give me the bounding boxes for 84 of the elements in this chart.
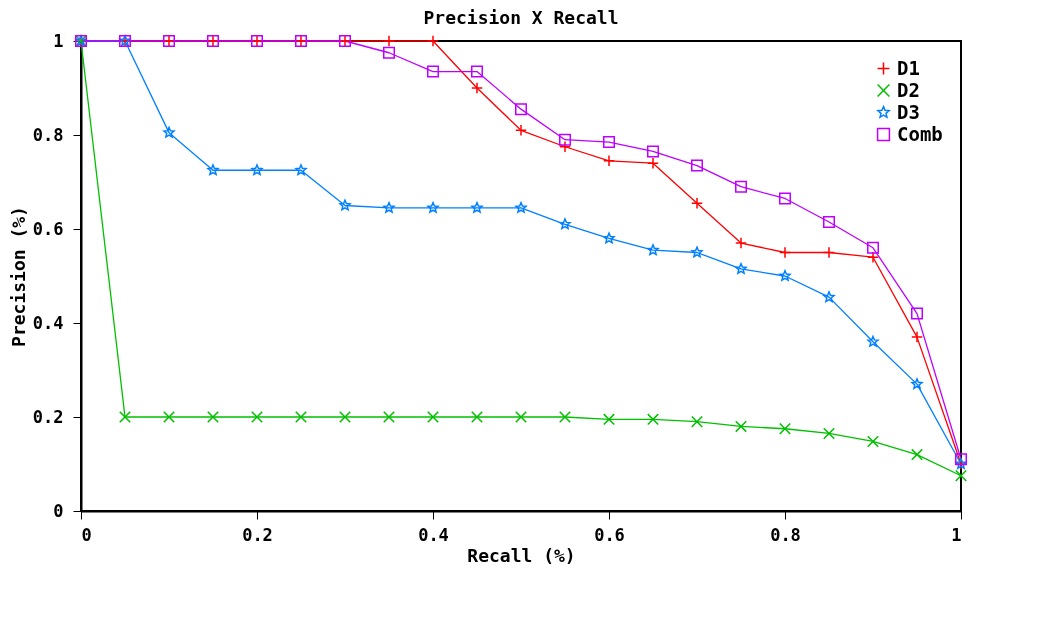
point	[647, 145, 659, 158]
point	[251, 411, 263, 423]
point	[559, 140, 571, 153]
point	[603, 154, 615, 167]
legend-label: D3	[897, 100, 920, 123]
y-tick-label: 0.2	[32, 406, 64, 427]
legend-label: Comb	[897, 122, 943, 145]
point	[383, 411, 395, 423]
point	[383, 35, 395, 47]
point	[603, 232, 615, 244]
point	[207, 411, 219, 423]
x-tick-label: 0.2	[242, 524, 273, 545]
point	[647, 157, 659, 170]
point	[867, 335, 879, 347]
point	[735, 237, 747, 250]
point	[383, 46, 395, 59]
x-tick-label: 0	[81, 524, 92, 545]
point	[427, 201, 439, 213]
point	[955, 469, 967, 482]
point	[779, 246, 791, 259]
chart-title: Precision X Recall	[423, 7, 619, 28]
legend-label: D2	[897, 78, 920, 101]
point	[515, 201, 527, 213]
point	[119, 411, 131, 423]
point	[163, 411, 175, 423]
point	[647, 413, 659, 426]
y-tick-label: 0.8	[32, 124, 64, 145]
x-tick-label: 0.4	[418, 524, 449, 545]
point	[471, 411, 483, 423]
point	[163, 126, 175, 138]
point	[691, 246, 703, 258]
point	[251, 164, 263, 176]
point	[823, 427, 835, 440]
point	[779, 192, 791, 205]
point	[867, 241, 879, 254]
point	[471, 65, 483, 78]
point	[691, 415, 703, 428]
point	[911, 307, 923, 320]
point	[471, 82, 483, 94]
point	[911, 378, 923, 390]
point	[691, 197, 703, 210]
point	[515, 411, 527, 423]
point	[823, 246, 835, 259]
point	[603, 136, 615, 149]
point	[735, 180, 747, 193]
x-tick-label: 0.6	[594, 524, 625, 545]
point	[427, 35, 439, 47]
point	[339, 199, 351, 211]
point	[779, 422, 791, 435]
y-tick-label: 1	[53, 30, 64, 51]
point	[867, 251, 879, 264]
y-tick-label: 0.4	[32, 312, 64, 333]
point	[471, 201, 483, 213]
point	[955, 453, 967, 466]
point	[383, 201, 395, 213]
point	[559, 133, 571, 146]
point	[295, 164, 307, 176]
point	[427, 65, 439, 78]
x-axis-title: Recall (%)	[467, 544, 576, 566]
point	[559, 218, 571, 230]
x-tick-label: 0.8	[770, 524, 801, 545]
point	[779, 270, 791, 281]
point	[867, 435, 879, 448]
point	[427, 411, 439, 423]
point	[735, 420, 747, 433]
y-tick-label: 0.6	[32, 218, 64, 239]
point	[911, 331, 923, 344]
point	[207, 164, 219, 176]
point	[515, 103, 527, 116]
point	[603, 413, 615, 426]
point	[647, 244, 659, 256]
point	[515, 124, 527, 137]
point	[339, 411, 351, 423]
point	[911, 448, 923, 461]
x-tick-label: 1	[951, 524, 962, 545]
point	[691, 159, 703, 172]
point	[295, 411, 307, 423]
point	[823, 291, 835, 303]
point	[559, 411, 571, 423]
y-tick-label: 0	[53, 500, 64, 521]
point	[823, 215, 835, 228]
legend-label: D1	[897, 56, 920, 79]
y-axis-title: Precision (%)	[7, 206, 29, 347]
point	[735, 262, 747, 274]
